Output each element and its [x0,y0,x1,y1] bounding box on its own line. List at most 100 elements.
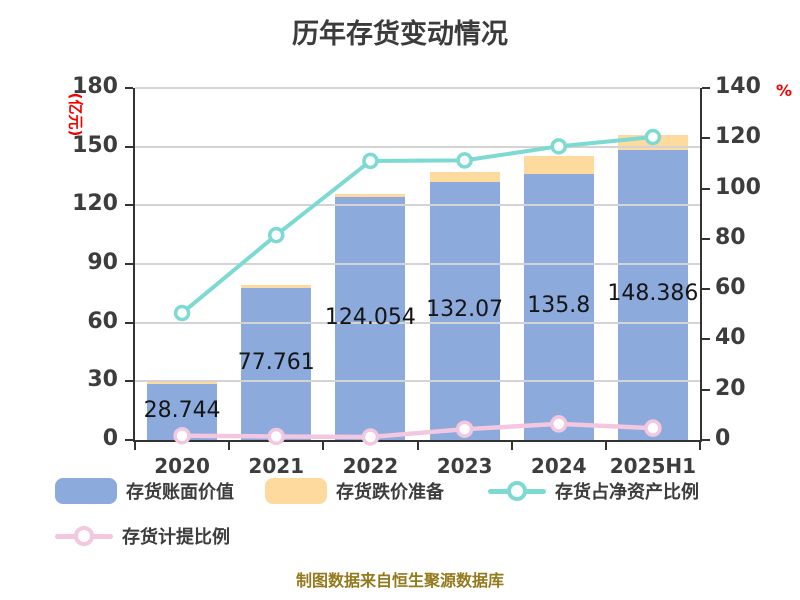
x-axis-category-label: 2020 [154,454,210,478]
data-point-net-asset-ratio[interactable] [456,152,473,169]
data-point-provision-ratio[interactable] [361,428,380,446]
y-axis-right-tick [702,87,710,89]
legend-item-book-value[interactable]: 存货账面价值 [55,478,234,504]
x-axis-category-label: 2024 [530,454,587,478]
y-axis-left-tick [125,321,133,324]
legend-line-dot [74,526,94,546]
y-axis-right-tick [702,137,710,140]
data-point-net-asset-ratio[interactable] [268,226,285,244]
x-axis-category-label: 2025H1 [609,454,697,478]
line-provision-ratio [179,421,656,440]
y-axis-left-tick [125,204,133,207]
y-axis-left [133,88,135,442]
bar-segment-impairment-provision[interactable] [429,171,500,182]
data-point-net-asset-ratio[interactable] [362,152,379,170]
x-axis-tick [322,442,325,450]
y-axis-right-tick-label: 60 [715,275,746,301]
x-axis [133,440,702,442]
gridline [135,321,700,324]
right-axis-unit-label: % [776,81,793,100]
legend-label-provision-ratio: 存货计提比例 [122,527,230,548]
y-axis-right-tick [702,388,710,391]
data-point-provision-ratio[interactable] [455,420,474,438]
line-net-asset-ratio [180,135,655,316]
y-axis-right-tick [702,187,710,190]
y-axis-right-tick [702,288,710,291]
y-axis-left-tick-label: 150 [72,132,118,158]
data-point-provision-ratio[interactable] [644,419,662,437]
bar-segment-book-value[interactable] [429,181,500,440]
data-point-provision-ratio[interactable] [267,427,285,446]
y-axis-right-tick [702,237,710,240]
legend-swatch-book-value [55,478,117,504]
data-point-net-asset-ratio[interactable] [550,138,567,155]
y-axis-left-tick [125,87,133,89]
y-axis-right-tick-label: 40 [715,325,746,351]
x-axis-category-label: 2022 [342,454,399,478]
y-axis-right-tick-label: 140 [715,74,761,99]
y-axis-right-tick-label: 100 [715,174,761,200]
legend-line-dot [507,481,527,501]
bar-value-label: 124.054 [324,304,416,330]
x-axis-category-label: 2021 [248,454,305,478]
x-axis-tick [416,442,419,450]
y-axis-right-tick-label: 80 [715,224,746,250]
y-axis-right-tick-label: 120 [715,124,761,150]
y-axis-right [700,88,702,442]
legend-line-marker-provision-ratio [55,523,113,549]
y-axis-right-tick [702,338,710,341]
y-axis-left-tick [125,380,133,383]
bar-value-label: 77.761 [237,349,315,375]
bar-segment-impairment-provision[interactable] [523,156,594,175]
y-axis-left-tick-label: 0 [102,426,118,451]
y-axis-left-tick-label: 90 [87,250,118,275]
bar-segment-book-value[interactable] [335,197,406,440]
x-axis-tick [604,442,607,450]
x-axis-tick [699,442,701,450]
legend-item-net-asset-ratio[interactable]: 存货占净资产比例 [488,478,699,504]
x-axis-tick [134,442,136,450]
y-axis-left-tick [125,145,133,148]
gridline [135,380,700,383]
bar-segment-impairment-provision[interactable] [147,381,218,384]
legend-label-net-asset-ratio: 存货占净资产比例 [555,482,699,503]
gridline [135,204,700,207]
y-axis-right-tick-label: 0 [715,426,731,451]
legend-label-book-value: 存货账面价值 [126,482,234,503]
gridline [135,263,700,265]
legend-label-impairment-provision: 存货跌价准备 [336,482,444,503]
x-axis-tick [228,442,231,450]
legend-swatch-impairment-provision [265,478,327,504]
y-axis-right-tick-label: 20 [715,375,746,401]
bar-value-label: 132.07 [426,296,504,322]
legend-item-provision-ratio[interactable]: 存货计提比例 [55,523,230,549]
data-point-net-asset-ratio[interactable] [644,128,662,146]
bar-segment-book-value[interactable] [523,174,594,440]
bar-segment-impairment-provision[interactable] [241,285,312,288]
y-axis-left-tick-label: 30 [87,367,118,393]
y-axis-left-tick [125,439,133,441]
bar-segment-impairment-provision[interactable] [335,194,406,198]
y-axis-left-tick-label: 60 [87,308,118,334]
bar-value-label: 28.744 [143,397,221,423]
y-axis-left-tick [125,263,133,265]
gridline [135,145,700,148]
bar-segment-book-value[interactable] [241,287,312,440]
data-point-provision-ratio[interactable] [173,426,191,445]
bar-value-label: 148.386 [607,280,699,306]
x-axis-tick [510,442,513,450]
y-axis-left-tick-label: 120 [72,191,118,217]
gridline [135,87,700,89]
y-axis-left-tick-label: 180 [72,74,118,99]
chart-title: 历年存货变动情况 [292,19,508,50]
y-axis-right-tick [702,439,710,441]
footer-note: 制图数据来自恒生聚源数据库 [295,571,504,590]
legend-line-marker-net-asset-ratio [488,478,546,504]
bar-segment-book-value[interactable] [617,149,688,440]
data-point-provision-ratio[interactable] [550,415,568,433]
data-point-net-asset-ratio[interactable] [173,304,191,322]
legend-item-impairment-provision[interactable]: 存货跌价准备 [265,478,444,504]
bar-value-label: 135.8 [527,293,591,319]
